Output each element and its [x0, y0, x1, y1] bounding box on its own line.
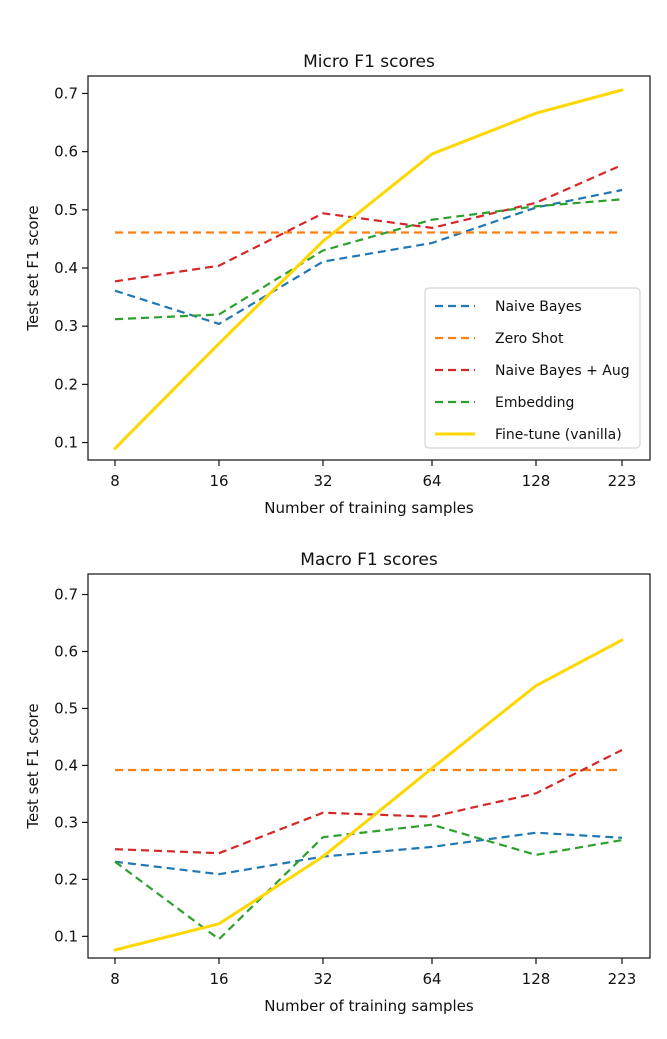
y-axis-label: Test set F1 score	[24, 205, 42, 331]
micro-f1-chart: Micro F1 scores 8 16 32 64 128 223 0.1 0.2 0.3 0.4…	[24, 52, 651, 517]
chart-title: Micro F1 scores	[303, 52, 435, 72]
legend-label: Embedding	[495, 395, 574, 411]
x-tick-label: 64	[422, 472, 441, 490]
y-tick-label: 0.4	[54, 756, 78, 774]
x-tick-label: 16	[209, 472, 228, 490]
x-tick-label: 16	[209, 970, 228, 988]
y-tick-label: 0.7	[54, 84, 78, 102]
series-line-naive-bayes	[114, 831, 623, 876]
legend-label: Naive Bayes	[495, 299, 582, 315]
y-tick-label: 0.2	[54, 375, 78, 393]
series-line-naive-bayes-aug	[114, 749, 623, 855]
y-tick-label: 0.2	[54, 870, 78, 888]
y-tick-label: 0.1	[54, 927, 78, 945]
legend-label: Zero Shot	[495, 331, 564, 347]
x-axis-label: Number of training samples	[264, 499, 474, 517]
y-tick-label: 0.1	[54, 434, 78, 452]
x-tick-label: 32	[313, 472, 332, 490]
macro-f1-chart: Macro F1 scores 8 16 32 64 128 223 0.1 0.2 0.3 0.4…	[24, 550, 651, 1015]
y-axis-label: Test set F1 score	[24, 703, 42, 829]
x-axis-label: Number of training samples	[264, 997, 474, 1015]
legend-box	[424, 287, 641, 449]
y-tick-label: 0.5	[54, 201, 78, 219]
series-line-embedding	[114, 198, 623, 321]
x-tick-label: 8	[110, 970, 120, 988]
legend-label: Naive Bayes + Aug	[495, 363, 630, 379]
x-tick-label: 64	[422, 970, 441, 988]
x-tick-label: 128	[522, 970, 551, 988]
series-line-naive-bayes-aug	[114, 163, 623, 283]
y-tick-label: 0.3	[54, 317, 78, 335]
x-tick-label: 128	[522, 472, 551, 490]
y-tick-label: 0.4	[54, 259, 78, 277]
y-tick-label: 0.5	[54, 699, 78, 717]
series-line-embedding	[114, 823, 623, 941]
y-tick-label: 0.6	[54, 143, 78, 161]
chart-title: Macro F1 scores	[300, 550, 438, 570]
y-tick-label: 0.6	[54, 642, 78, 660]
x-tick-label: 223	[608, 472, 637, 490]
series-line-fine-tune-vanilla	[113, 88, 624, 450]
y-tick-label: 0.3	[54, 813, 78, 831]
plot-frame	[87, 573, 651, 959]
x-tick-label: 32	[313, 970, 332, 988]
x-tick-label: 8	[110, 472, 120, 490]
x-tick-label: 223	[608, 970, 637, 988]
series-line-fine-tune-vanilla	[113, 638, 624, 952]
legend-label: Fine-tune (vanilla)	[495, 427, 622, 443]
y-tick-label: 0.7	[54, 586, 78, 604]
